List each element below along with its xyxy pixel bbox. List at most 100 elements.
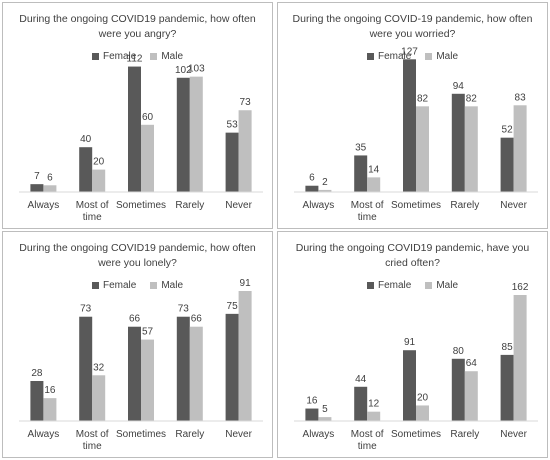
bar-male-0	[318, 417, 332, 421]
bar-female-1	[354, 386, 368, 421]
data-label-female-0: 16	[306, 396, 318, 407]
bar-female-1	[79, 147, 93, 192]
category-label-3: Rarely	[175, 200, 204, 211]
bar-male-3	[189, 76, 203, 192]
bar-male-0	[43, 185, 57, 192]
data-label-male-4: 73	[240, 97, 252, 108]
bar-female-3	[451, 93, 465, 192]
legend-label-male: Male	[161, 280, 184, 291]
category-label-0: Always	[28, 429, 60, 440]
legend-item-female: Female	[91, 280, 136, 291]
data-label-female-0: 28	[31, 368, 43, 379]
category-label-line: Most of	[76, 429, 109, 440]
legend-item-female: Female	[91, 51, 137, 62]
data-label-female-3: 94	[453, 81, 465, 92]
data-label-female-2: 127	[401, 46, 418, 57]
chart-panel-lonely: During the ongoing COVID19 pandemic, how…	[2, 231, 273, 458]
category-label-3: Rarely	[175, 429, 204, 440]
bar-male-2	[416, 106, 429, 192]
category-label-4: Never	[225, 200, 252, 211]
bar-male-1	[92, 169, 106, 192]
chart-plot: 7 6 Always 40 20 Most of time 112 60 Sometimes 102…	[19, 54, 263, 223]
category-label-1: Most of time	[76, 200, 109, 223]
chart-panel-worried: During the ongoing COVID-19 pandemic, ho…	[277, 2, 548, 229]
legend-swatch-female	[91, 282, 99, 289]
data-label-female-3: 102	[175, 65, 192, 76]
bar-female-0	[305, 408, 319, 421]
category-label-1: Most of time	[76, 429, 109, 452]
category-label-0: Always	[28, 200, 60, 211]
bar-female-0	[30, 184, 44, 192]
bar-male-2	[416, 405, 429, 421]
category-label-4: Never	[225, 429, 252, 440]
data-label-male-3: 103	[188, 64, 205, 75]
legend-item-female: Female	[366, 280, 412, 291]
legend-swatch-male	[425, 53, 433, 60]
data-label-male-3: 82	[466, 93, 478, 104]
category-label-line: Rarely	[175, 200, 204, 211]
bar-female-0	[30, 381, 44, 421]
data-label-female-4: 75	[227, 301, 239, 312]
data-label-female-4: 85	[502, 342, 514, 353]
bar-female-3	[176, 77, 190, 192]
data-label-female-4: 52	[502, 125, 514, 136]
legend-swatch-female	[91, 53, 99, 60]
chart-title: During the ongoing COVID19 pandemic, how…	[19, 242, 256, 269]
category-label-line: Rarely	[450, 200, 479, 211]
data-label-female-0: 6	[309, 173, 315, 184]
chart-legend: Female Male	[3, 280, 272, 291]
data-label-male-2: 57	[142, 327, 154, 338]
legend-item-female: Female	[366, 51, 411, 62]
bar-female-2	[128, 326, 141, 421]
bar-female-4	[225, 132, 239, 192]
bar-female-4	[500, 354, 514, 421]
data-label-female-1: 44	[355, 374, 367, 385]
category-label-line: Most of	[351, 200, 384, 211]
chart-legend: Female Male	[3, 51, 272, 62]
category-label-line: Never	[225, 200, 252, 211]
data-label-male-3: 64	[466, 358, 478, 369]
bar-female-2	[128, 66, 141, 192]
chart-plot: 16 5 Always 44 12 Most of time 91 20 Sometimes 806…	[294, 282, 538, 452]
category-label-line: Always	[28, 429, 60, 440]
legend-item-male: Male	[425, 280, 458, 291]
category-label-2: Sometimes	[391, 200, 441, 211]
data-label-female-2: 112	[127, 54, 143, 65]
bar-male-4	[238, 291, 252, 421]
data-label-male-4: 91	[240, 278, 252, 289]
category-label-line: Always	[303, 200, 335, 211]
bar-female-3	[176, 316, 190, 421]
category-label-line: time	[83, 212, 102, 223]
legend-label-female: Female	[102, 51, 137, 62]
category-label-line: Always	[28, 200, 60, 211]
data-label-male-2: 20	[417, 392, 429, 403]
data-label-female-2: 91	[404, 337, 416, 348]
data-label-female-3: 80	[453, 346, 465, 357]
legend-label-male: Male	[436, 280, 459, 291]
category-label-2: Sometimes	[116, 200, 166, 211]
chart-panel-cried: During the ongoing COVID19 pandemic, hav…	[277, 231, 548, 458]
bar-male-0	[43, 398, 57, 421]
category-label-line: Never	[500, 200, 527, 211]
category-label-line: Rarely	[175, 429, 204, 440]
legend-label-male: Male	[436, 51, 459, 62]
bar-male-2	[141, 339, 154, 421]
data-label-male-2: 60	[142, 112, 154, 123]
data-label-male-1: 14	[368, 164, 380, 175]
category-label-line: time	[83, 441, 102, 452]
data-label-male-4: 162	[512, 282, 529, 293]
category-label-line: Sometimes	[391, 200, 441, 211]
category-label-line: Always	[303, 429, 335, 440]
legend-label-male: Male	[161, 51, 184, 62]
legend-item-male: Male	[150, 280, 183, 291]
category-label-0: Always	[303, 200, 335, 211]
data-label-male-0: 2	[322, 177, 328, 188]
category-label-4: Never	[500, 200, 527, 211]
data-label-female-1: 40	[80, 134, 92, 145]
chart-title: During the ongoing COVID-19 pandemic, ho…	[292, 13, 533, 40]
bar-male-3	[189, 326, 203, 421]
data-label-female-4: 53	[227, 120, 239, 131]
legend-label-female: Female	[377, 280, 412, 291]
